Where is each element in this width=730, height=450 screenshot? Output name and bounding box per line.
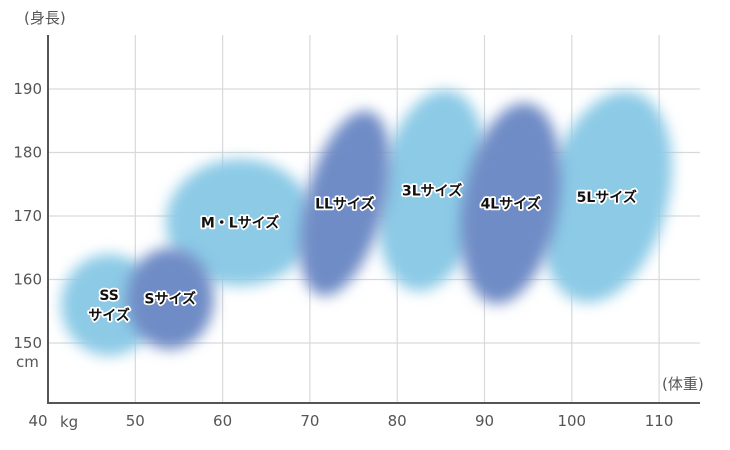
size-region (165, 158, 315, 286)
y-tick-label: 170 (13, 207, 42, 225)
region-label: 5Lサイズ (577, 189, 637, 206)
y-tick-label: 190 (13, 80, 42, 98)
x-tick-label: 100 (557, 412, 586, 430)
x-tick-label: 90 (475, 412, 494, 430)
y-tick-label: 160 (13, 271, 42, 289)
x-tick-label: 70 (300, 412, 319, 430)
size-region (460, 102, 562, 304)
y-tick-label: 150 (13, 334, 42, 352)
y-axis-title: (身長) (24, 9, 66, 27)
size-region (299, 110, 391, 296)
region-label: サイズ (88, 307, 130, 324)
x-unit: kg (60, 413, 78, 431)
y-tick-label: 180 (13, 144, 42, 162)
size-region (126, 247, 214, 350)
x-tick-label: 40 (28, 412, 47, 430)
axes: 40 50 60 70 80 90 100 110 150 160 170 180 190 (13, 35, 700, 430)
region-label: LLサイズ (315, 195, 374, 212)
x-tick-label: 110 (645, 412, 674, 430)
x-tick-label: 60 (213, 412, 232, 430)
x-tick-label: 80 (388, 412, 407, 430)
size-region (541, 91, 673, 303)
region-label: 4Lサイズ (481, 195, 541, 212)
region-label: Sサイズ (144, 291, 196, 308)
region-label: SS (99, 288, 119, 304)
x-tick-label: 50 (126, 412, 145, 430)
region-label: 3Lサイズ (402, 183, 462, 200)
y-unit: cm (16, 353, 39, 371)
region-labels: SS サイズ M・Lサイズ Sサイズ 3Lサイズ 5Lサイズ LLサイズ 4Lサイズ (87, 181, 639, 326)
region-label: M・Lサイズ (201, 214, 279, 231)
size-region (377, 90, 487, 292)
x-axis-title: (体重) (662, 375, 704, 393)
size-regions (61, 90, 673, 356)
